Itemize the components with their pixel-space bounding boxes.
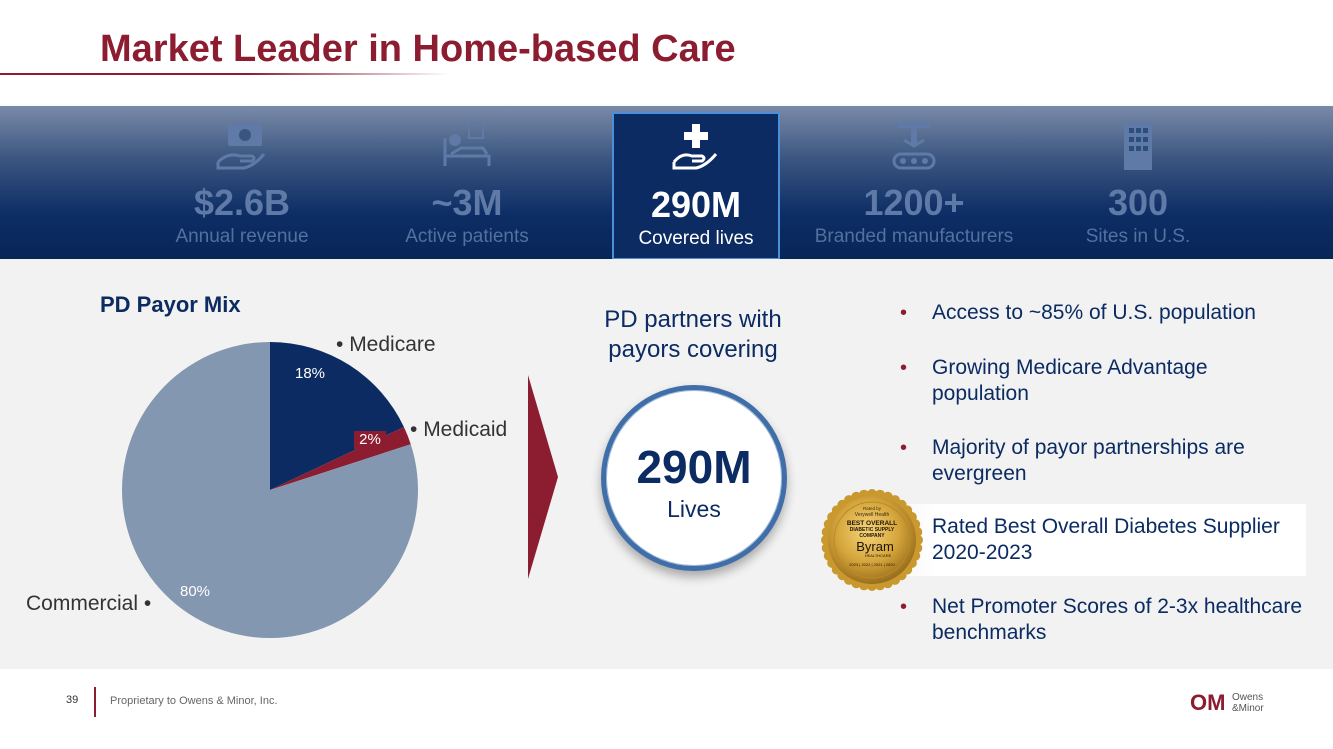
seal-brand-sub: HEALTHCARE xyxy=(865,553,892,558)
bullet-text: Rated Best Overall Diabetes Supplier 202… xyxy=(932,515,1280,564)
bullet-text: Growing Medicare Advantage population xyxy=(932,356,1208,405)
stat-value: $2.6B xyxy=(193,182,291,223)
stat-covered-lives: 290M Covered lives xyxy=(612,112,780,260)
logo-mark: OM xyxy=(1190,690,1225,715)
bullet-dot: • xyxy=(900,437,908,459)
bullet-dot: • xyxy=(900,596,908,618)
patient-bed-icon xyxy=(443,123,491,166)
partners-line-1: PD partners with xyxy=(604,306,782,333)
seal-rated-by: Rated by xyxy=(863,506,882,511)
lives-unit: Lives xyxy=(667,496,721,522)
bullet-text: Net Promoter Scores of 2-3x healthcare b… xyxy=(932,595,1303,644)
title-underline xyxy=(0,73,450,75)
page-title: Market Leader in Home-based Care xyxy=(100,28,736,70)
bullet-dot: • xyxy=(900,357,908,379)
seal-category: DIABETIC SUPPLY xyxy=(850,527,895,533)
pie-label-bg-medicaid xyxy=(354,431,386,449)
logo-line-2: &Minor xyxy=(1232,703,1264,714)
stat-branded-manufacturers: 1200+ Branded manufacturers xyxy=(810,106,1018,259)
bullet-text: Majority of payor partnerships are everg… xyxy=(932,436,1245,485)
page-number: 39 xyxy=(66,694,79,706)
seal-years: 2023 | 2022 | 2021 | 2020 xyxy=(849,562,895,567)
seal-company: COMPANY xyxy=(859,533,885,539)
stat-label: Annual revenue xyxy=(175,226,309,247)
footer-text: Proprietary to Owens & Minor, Inc. xyxy=(110,695,278,707)
stat-value: ~3M xyxy=(431,182,503,223)
legend-commercial-text: Commercial xyxy=(26,592,139,615)
pie-data-label-medicare: 18% xyxy=(295,365,325,382)
legend-medicare-text: Medicare xyxy=(349,333,436,356)
lives-value: 290M xyxy=(636,441,752,493)
logo-line-1: Owens xyxy=(1232,692,1263,703)
stats-banner: $2.6B Annual revenue ~3M Active patients… xyxy=(0,106,1333,260)
partners-caption: PD partners with payors covering xyxy=(588,305,798,365)
award-seal-icon: Rated by Verywell Health BEST OVERALL DI… xyxy=(821,489,923,591)
money-hand-icon xyxy=(216,124,266,170)
stat-label: Active patients xyxy=(405,226,529,247)
pie-legend-commercial: Commercial • xyxy=(26,592,152,615)
bullet-dot: • xyxy=(900,302,908,324)
seal-publisher: Verywell Health xyxy=(855,512,890,518)
stat-value: 1200+ xyxy=(863,182,965,223)
stat-sites: 300 Sites in U.S. xyxy=(1063,106,1213,259)
seal-brand: Byram xyxy=(856,539,894,554)
stat-active-patients: ~3M Active patients xyxy=(372,106,562,259)
footer-divider xyxy=(94,687,96,717)
owens-minor-logo: OM Owens &Minor xyxy=(1190,690,1264,715)
bullet-text: Access to ~85% of U.S. population xyxy=(932,301,1256,324)
stat-annual-revenue: $2.6B Annual revenue xyxy=(147,106,337,259)
payor-mix-pie-chart: 18% 2% 80% xyxy=(122,342,419,638)
pie-data-label-medicaid: 2% xyxy=(359,431,381,448)
seal-best-overall: BEST OVERALL xyxy=(847,520,897,527)
pie-slice-commercial xyxy=(122,342,419,638)
partners-line-2: payors covering xyxy=(608,336,778,363)
pie-slice-medicare xyxy=(270,342,404,490)
lives-circle: 290M Lives xyxy=(601,385,787,571)
pie-data-label-commercial: 80% xyxy=(180,583,210,600)
stat-value: 300 xyxy=(1107,182,1169,223)
stat-label: Sites in U.S. xyxy=(1085,226,1191,247)
care-hand-cross-icon xyxy=(672,124,718,170)
pie-legend-medicaid: • Medicaid xyxy=(410,418,508,441)
stat-label: Covered lives xyxy=(638,228,754,249)
award-highlight xyxy=(870,504,1306,576)
pie-legend-medicare: • Medicare xyxy=(336,333,436,356)
manufacturing-icon xyxy=(892,122,936,170)
stat-label: Branded manufacturers xyxy=(814,226,1014,247)
legend-medicaid-text: Medicaid xyxy=(423,418,508,441)
chevron-right-icon xyxy=(528,375,558,579)
stat-value: 290M xyxy=(650,184,742,225)
building-icon xyxy=(1124,122,1152,170)
chart-title: PD Payor Mix xyxy=(100,292,241,317)
